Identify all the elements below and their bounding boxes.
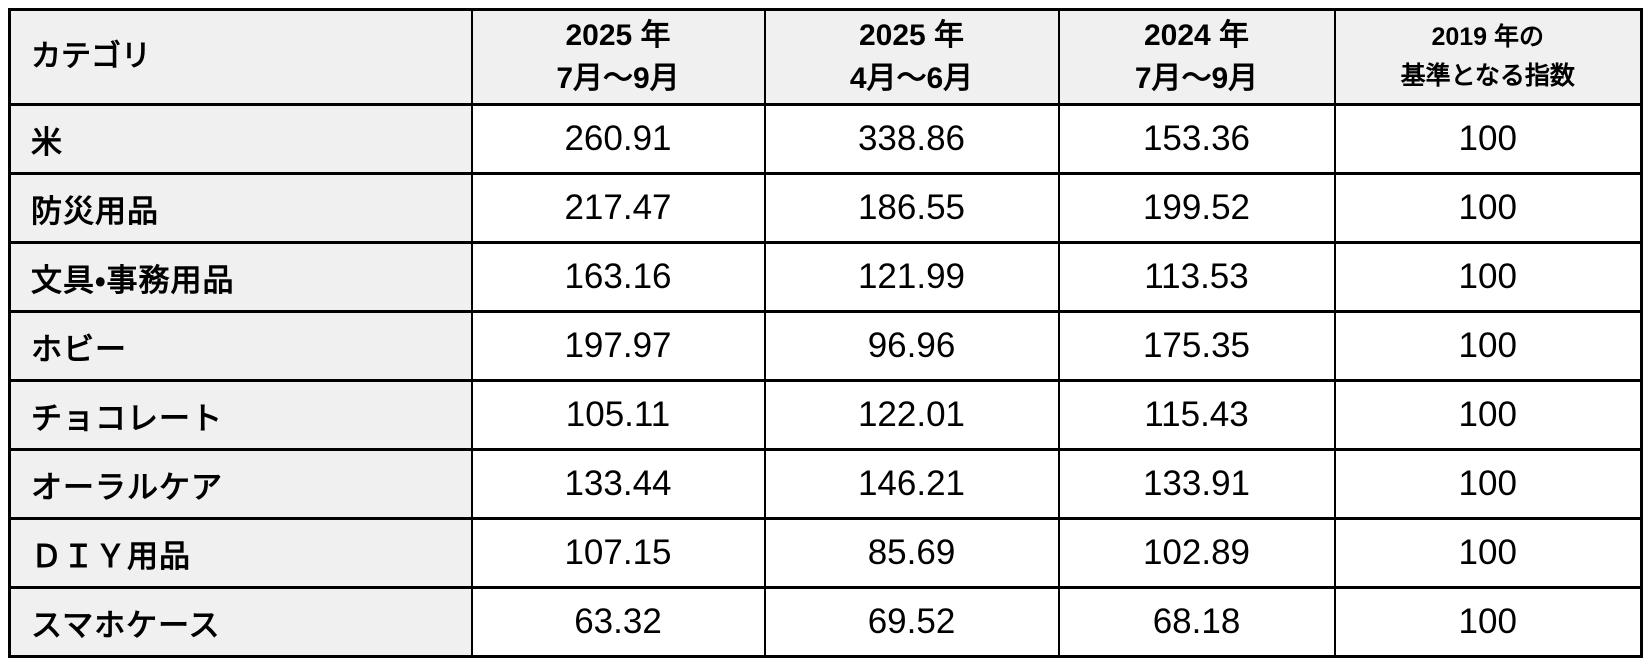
value-cell: 107.15 <box>470 517 766 589</box>
table-row-rice: 米 260.91 338.86 153.36 100 <box>8 103 1643 175</box>
category-cell: ＤＩＹ用品 <box>8 517 473 589</box>
table-row-chocolate: チョコレート 105.11 122.01 115.43 100 <box>8 379 1643 451</box>
column-header-2024-q3: 2024 年 7月～9月 <box>1057 8 1336 106</box>
value-cell: 100 <box>1333 379 1643 451</box>
value-cell: 113.53 <box>1057 241 1336 313</box>
value-cell: 163.16 <box>470 241 766 313</box>
value-cell: 199.52 <box>1057 172 1336 244</box>
column-header-2025-q2: 2025 年 4月～6月 <box>763 8 1060 106</box>
value-cell: 105.11 <box>470 379 766 451</box>
value-cell: 133.44 <box>470 448 766 520</box>
category-index-table-wrap: カテゴリ 2025 年 7月～9月 2025 年 4月～6月 2024 年 7月… <box>8 8 1643 658</box>
header-line2: 7月～9月 <box>556 62 680 95</box>
table-row-phone-case: スマホケース 63.32 69.52 68.18 100 <box>8 586 1643 658</box>
value-cell: 68.18 <box>1057 586 1336 658</box>
category-cell: ホビー <box>8 310 473 382</box>
header-line1: 2024 年 <box>1143 18 1250 52</box>
column-header-2019-base: 2019 年の 基準となる指数 <box>1333 8 1643 106</box>
category-cell: 米 <box>8 103 473 175</box>
value-cell: 69.52 <box>763 586 1060 658</box>
header-line2: 7月～9月 <box>1134 62 1259 95</box>
category-cell: オーラルケア <box>8 448 473 520</box>
category-index-table: カテゴリ 2025 年 7月～9月 2025 年 4月～6月 2024 年 7月… <box>8 8 1643 658</box>
table-row-oral-care: オーラルケア 133.44 146.21 133.91 100 <box>8 448 1643 520</box>
value-cell: 115.43 <box>1057 379 1336 451</box>
value-cell: 153.36 <box>1057 103 1336 175</box>
value-cell: 63.32 <box>470 586 766 658</box>
category-cell: 防災用品 <box>8 172 473 244</box>
header-line1: 2025 年 <box>565 18 671 52</box>
table-row-stationery: 文具・事務用品 163.16 121.99 113.53 100 <box>8 241 1643 313</box>
value-cell: 85.69 <box>763 517 1060 589</box>
value-cell: 102.89 <box>1057 517 1336 589</box>
category-cell: 文具・事務用品 <box>8 241 473 313</box>
value-cell: 197.97 <box>470 310 766 382</box>
header-line2: 4月～6月 <box>849 62 974 95</box>
value-cell: 100 <box>1333 241 1643 313</box>
value-cell: 133.91 <box>1057 448 1336 520</box>
value-cell: 217.47 <box>470 172 766 244</box>
value-cell: 100 <box>1333 172 1643 244</box>
value-cell: 186.55 <box>763 172 1060 244</box>
table-row-diy: ＤＩＹ用品 107.15 85.69 102.89 100 <box>8 517 1643 589</box>
header-line1: 2025 年 <box>858 18 965 52</box>
value-cell: 100 <box>1333 517 1643 589</box>
header-line1: 2019 年の <box>1431 23 1545 52</box>
table-header: カテゴリ 2025 年 7月～9月 2025 年 4月～6月 2024 年 7月… <box>8 8 1643 106</box>
table-row-disaster-supplies: 防災用品 217.47 186.55 199.52 100 <box>8 172 1643 244</box>
table-row-hobby: ホビー 197.97 96.96 175.35 100 <box>8 310 1643 382</box>
value-cell: 260.91 <box>470 103 766 175</box>
value-cell: 122.01 <box>763 379 1060 451</box>
value-cell: 96.96 <box>763 310 1060 382</box>
value-cell: 338.86 <box>763 103 1060 175</box>
value-cell: 121.99 <box>763 241 1060 313</box>
category-cell: スマホケース <box>8 586 473 658</box>
value-cell: 100 <box>1333 448 1643 520</box>
table-body: 米 260.91 338.86 153.36 100 防災用品 217.47 1… <box>8 103 1643 658</box>
header-line2: 基準となる指数 <box>1400 62 1575 90</box>
header-row: カテゴリ 2025 年 7月～9月 2025 年 4月～6月 2024 年 7月… <box>8 8 1643 106</box>
value-cell: 146.21 <box>763 448 1060 520</box>
column-header-2025-q3: 2025 年 7月～9月 <box>470 8 766 106</box>
value-cell: 100 <box>1333 310 1643 382</box>
value-cell: 100 <box>1333 103 1643 175</box>
value-cell: 100 <box>1333 586 1643 658</box>
column-header-category: カテゴリ <box>8 8 473 106</box>
value-cell: 175.35 <box>1057 310 1336 382</box>
category-cell: チョコレート <box>8 379 473 451</box>
